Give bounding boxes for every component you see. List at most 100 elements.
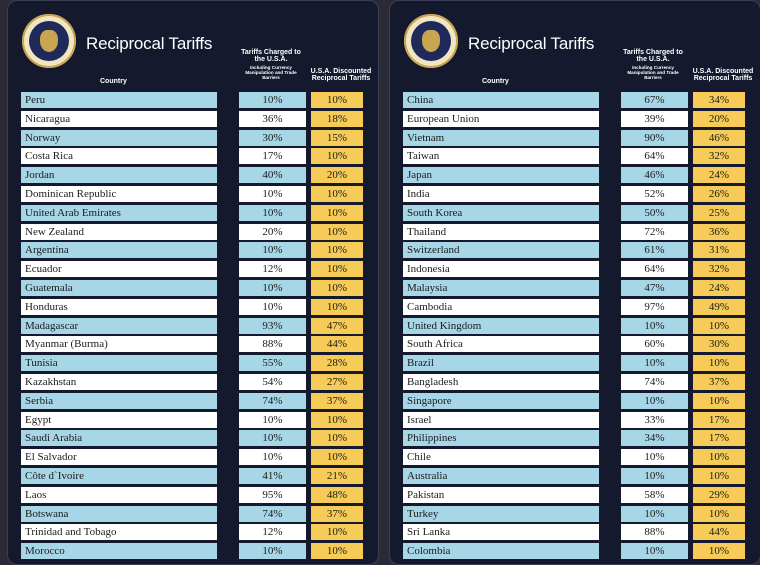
country-cell: Saudi Arabia bbox=[21, 430, 217, 447]
country-cell: Philippines bbox=[403, 430, 599, 447]
country-cell: Egypt bbox=[21, 411, 217, 428]
country-cell: Kazakhstan bbox=[21, 374, 217, 390]
tariff-discounted-cell: 10% bbox=[693, 449, 745, 466]
tariff-charged-cell: 10% bbox=[621, 449, 688, 466]
table-row: Egypt 10% 10% bbox=[8, 411, 380, 428]
tariff-discounted-cell: 10% bbox=[311, 280, 363, 296]
presidential-seal-icon bbox=[22, 14, 76, 68]
country-cell: Morocco bbox=[21, 543, 217, 560]
tariff-discounted-cell: 10% bbox=[311, 543, 363, 560]
country-cell: Pakistan bbox=[403, 486, 599, 503]
page-title: Reciprocal Tariffs bbox=[468, 34, 595, 53]
country-cell: Myanmar (Burma) bbox=[21, 336, 217, 353]
tariff-charged-cell: 10% bbox=[621, 392, 688, 409]
tariff-charged-cell: 33% bbox=[621, 411, 688, 428]
tariff-charged-cell: 10% bbox=[621, 505, 688, 522]
tariff-discounted-cell: 32% bbox=[693, 148, 745, 165]
table-row: Taiwan 64% 32% bbox=[390, 148, 760, 165]
tariff-discounted-cell: 10% bbox=[311, 298, 363, 315]
tariff-discounted-cell: 15% bbox=[311, 129, 363, 146]
tariff-charged-cell: 40% bbox=[239, 167, 306, 184]
tariff-charged-cell: 10% bbox=[239, 280, 306, 296]
tariff-discounted-cell: 25% bbox=[693, 204, 745, 221]
tariff-charged-cell: 10% bbox=[621, 355, 688, 372]
country-cell: Vietnam bbox=[403, 129, 599, 146]
tariff-discounted-cell: 10% bbox=[693, 543, 745, 560]
tariff-discounted-cell: 29% bbox=[693, 486, 745, 503]
table-row: Singapore 10% 10% bbox=[390, 392, 760, 409]
country-cell: Jordan bbox=[21, 167, 217, 184]
tariff-discounted-cell: 10% bbox=[311, 411, 363, 428]
tariff-charged-cell: 10% bbox=[239, 242, 306, 259]
table-row: Morocco 10% 10% bbox=[8, 543, 380, 560]
table-row: Jordan 40% 20% bbox=[8, 167, 380, 184]
tariff-discounted-cell: 44% bbox=[693, 524, 745, 541]
tariff-discounted-cell: 32% bbox=[693, 261, 745, 278]
tariff-discounted-cell: 10% bbox=[311, 449, 363, 466]
tariff-charged-cell: 64% bbox=[621, 261, 688, 278]
tariff-charged-cell: 10% bbox=[239, 92, 306, 108]
table-row: Argentina 10% 10% bbox=[8, 242, 380, 259]
tariff-charged-cell: 72% bbox=[621, 223, 688, 240]
tariff-discounted-cell: 27% bbox=[311, 374, 363, 390]
tariff-discounted-cell: 10% bbox=[311, 242, 363, 259]
country-cell: Dominican Republic bbox=[21, 186, 217, 202]
tariff-charged-cell: 41% bbox=[239, 468, 306, 484]
table-row: New Zealand 20% 10% bbox=[8, 223, 380, 240]
table-row: Norway 30% 15% bbox=[8, 129, 380, 146]
table-row: El Salvador 10% 10% bbox=[8, 449, 380, 466]
tariff-discounted-cell: 10% bbox=[693, 355, 745, 372]
tariff-charged-cell: 46% bbox=[621, 167, 688, 184]
tariff-charged-cell: 61% bbox=[621, 242, 688, 259]
tariff-charged-cell: 90% bbox=[621, 129, 688, 146]
country-cell: Colombia bbox=[403, 543, 599, 560]
tariff-charged-cell: 30% bbox=[239, 129, 306, 146]
column-header-charged: Tariffs Charged to the U.S.A. Including … bbox=[236, 49, 306, 81]
tariff-charged-cell: 20% bbox=[239, 223, 306, 240]
table-row: Laos 95% 48% bbox=[8, 486, 380, 503]
tariff-discounted-cell: 17% bbox=[693, 430, 745, 447]
table-row: Serbia 74% 37% bbox=[8, 392, 380, 409]
tariff-discounted-cell: 10% bbox=[311, 92, 363, 108]
table-row: Kazakhstan 54% 27% bbox=[8, 374, 380, 390]
table-row: Pakistan 58% 29% bbox=[390, 486, 760, 503]
table-row: South Korea 50% 25% bbox=[390, 204, 760, 221]
tariff-charged-cell: 12% bbox=[239, 261, 306, 278]
tariff-charged-cell: 10% bbox=[239, 186, 306, 202]
country-cell: China bbox=[403, 92, 599, 108]
table-row: Brazil 10% 10% bbox=[390, 355, 760, 372]
tariff-discounted-cell: 37% bbox=[693, 374, 745, 390]
table-row: Botswana 74% 37% bbox=[8, 505, 380, 522]
country-cell: Laos bbox=[21, 486, 217, 503]
tariff-discounted-cell: 10% bbox=[693, 317, 745, 334]
tariff-charged-cell: 74% bbox=[621, 374, 688, 390]
country-cell: Ecuador bbox=[21, 261, 217, 278]
tariff-charged-cell: 95% bbox=[239, 486, 306, 503]
tariff-discounted-cell: 20% bbox=[311, 167, 363, 184]
country-cell: India bbox=[403, 186, 599, 202]
country-cell: Argentina bbox=[21, 242, 217, 259]
country-cell: Bangladesh bbox=[403, 374, 599, 390]
tariff-charged-cell: 64% bbox=[621, 148, 688, 165]
country-cell: Switzerland bbox=[403, 242, 599, 259]
tariff-discounted-cell: 10% bbox=[311, 223, 363, 240]
table-row: European Union 39% 20% bbox=[390, 110, 760, 127]
table-row: Cambodia 97% 49% bbox=[390, 298, 760, 315]
country-cell: Australia bbox=[403, 468, 599, 484]
column-header-discounted: U.S.A. Discounted Reciprocal Tariffs bbox=[310, 68, 372, 83]
country-cell: Trinidad and Tobago bbox=[21, 524, 217, 541]
table-row: Turkey 10% 10% bbox=[390, 505, 760, 522]
tariff-discounted-cell: 30% bbox=[693, 336, 745, 353]
tariff-discounted-cell: 26% bbox=[693, 186, 745, 202]
table-row: Tunisia 55% 28% bbox=[8, 355, 380, 372]
table-row: United Arab Emirates 10% 10% bbox=[8, 204, 380, 221]
tariff-discounted-cell: 31% bbox=[693, 242, 745, 259]
country-cell: Botswana bbox=[21, 505, 217, 522]
country-cell: Brazil bbox=[403, 355, 599, 372]
tariff-discounted-cell: 47% bbox=[311, 317, 363, 334]
country-cell: South Korea bbox=[403, 204, 599, 221]
column-header-charged-label: Tariffs Charged to the U.S.A. bbox=[241, 49, 301, 64]
presidential-seal-icon bbox=[404, 14, 458, 68]
table-row: Malaysia 47% 24% bbox=[390, 280, 760, 296]
tariff-discounted-cell: 24% bbox=[693, 280, 745, 296]
